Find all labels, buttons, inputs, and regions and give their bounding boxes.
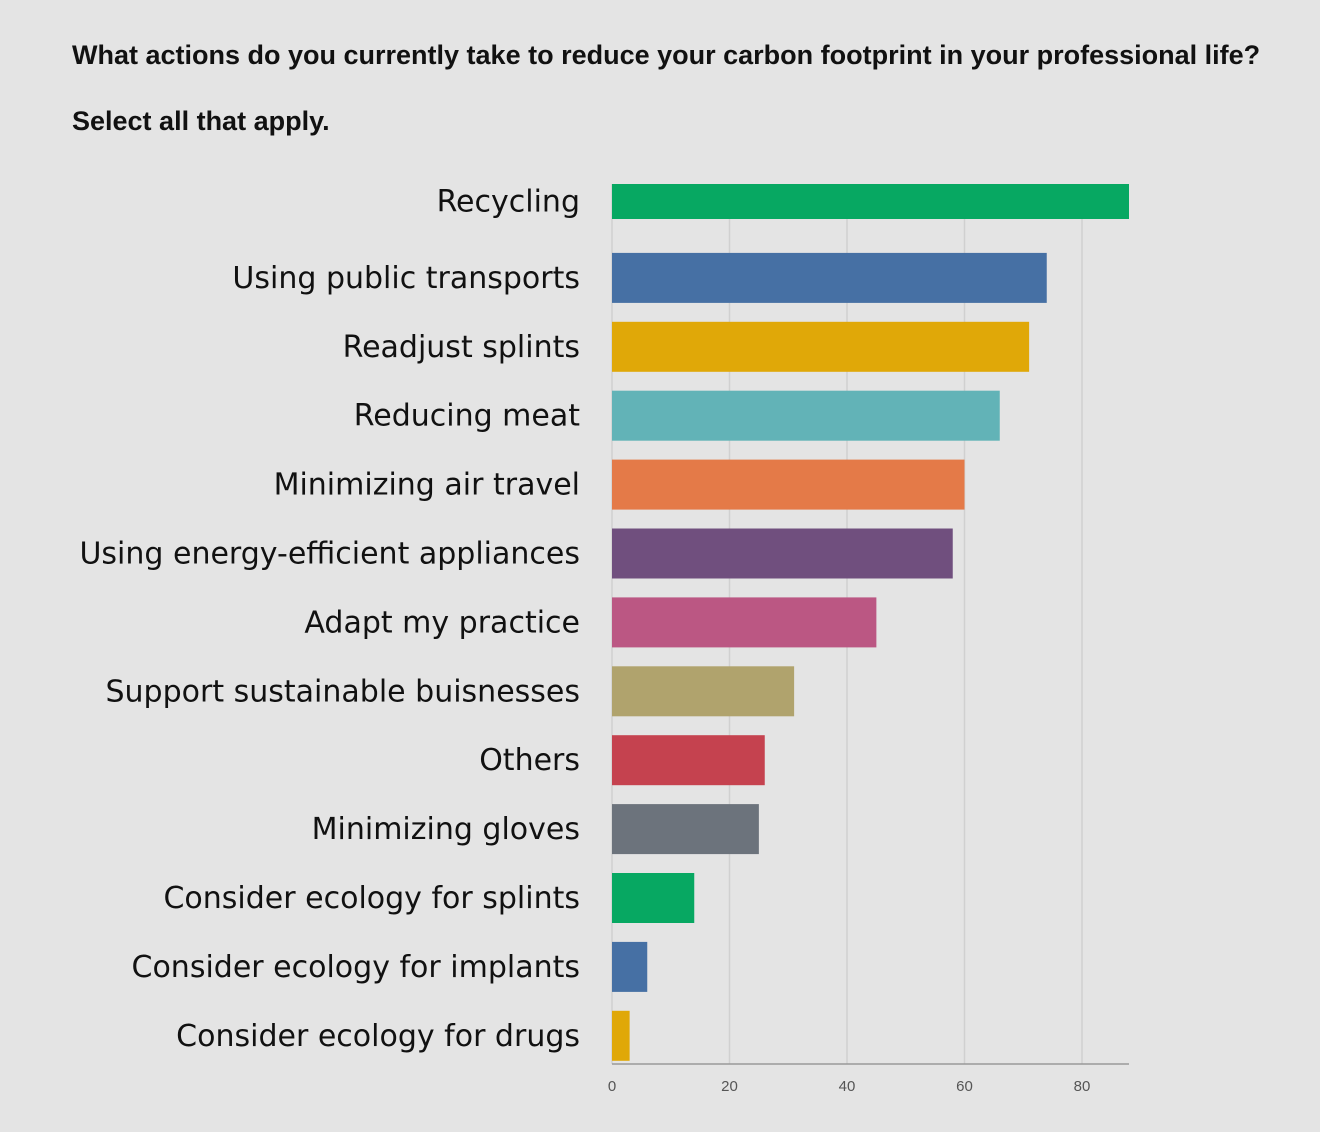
bar — [612, 390, 1000, 441]
bar — [612, 735, 765, 786]
category-label: Minimizing gloves — [312, 812, 580, 847]
category-label: Consider ecology for implants — [132, 950, 581, 985]
category-label: Adapt my practice — [304, 605, 580, 640]
category-label: Readjust splints — [343, 330, 580, 365]
category-label: Recycling — [437, 185, 580, 220]
bar — [612, 597, 877, 648]
x-tick-label: 40 — [839, 1078, 856, 1095]
bar — [612, 941, 648, 992]
bar — [612, 804, 759, 855]
bar — [612, 459, 965, 510]
chart-title: What actions do you currently take to re… — [72, 40, 1261, 136]
bar — [612, 184, 1129, 219]
bar — [612, 321, 1030, 372]
category-label: Minimizing air travel — [274, 468, 580, 503]
category-label: Support sustainable buisnesses — [106, 674, 581, 709]
x-tick-label: 20 — [721, 1078, 738, 1095]
category-label: Others — [479, 743, 580, 778]
x-tick-label: 80 — [1074, 1078, 1091, 1095]
category-labels: Recycling Using public transports Readjust… — [79, 185, 580, 1054]
category-label: Reducing meat — [354, 399, 580, 434]
bar — [612, 873, 695, 923]
bar — [612, 1010, 630, 1061]
x-axis: 0 20 40 60 80 — [608, 1063, 1129, 1095]
category-label: Consider ecology for splints — [163, 881, 580, 916]
category-label: Using public transports — [232, 261, 580, 296]
bar — [612, 252, 1047, 303]
bar — [612, 666, 795, 717]
bar — [612, 528, 953, 579]
category-label: Using energy-efficient appliances — [79, 537, 580, 572]
category-label: Consider ecology for drugs — [176, 1019, 580, 1054]
bars — [612, 184, 1129, 1061]
x-tick-label: 60 — [956, 1078, 973, 1095]
x-tick-label: 0 — [608, 1078, 616, 1095]
